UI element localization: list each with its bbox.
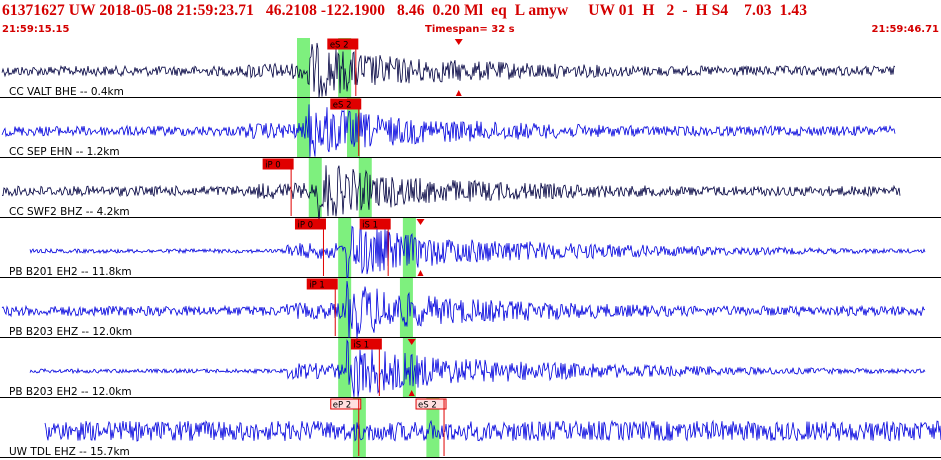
channel-label: CC SEP EHN -- 1.2km	[9, 146, 120, 158]
pick-flag[interactable]	[306, 278, 338, 290]
channel-label: CC SWF2 BHZ -- 4.2km	[9, 206, 130, 218]
pick-label: eS 2	[418, 401, 437, 411]
waveform-trace	[29, 338, 926, 397]
seismogram-panel[interactable]: eS 2 CC VALT BHE -- 0.4km eS 2 CC SEP EHN -…	[0, 38, 941, 460]
channel-panel[interactable]: iP 1 PB B203 EHZ -- 12.0km	[0, 278, 941, 341]
arrival-marker-top	[454, 39, 463, 45]
waveform-trace	[44, 419, 941, 442]
waveform-trace	[1, 42, 896, 98]
pick-flag[interactable]	[327, 38, 359, 50]
channel-label: PB B203 EH2 -- 12.0km	[9, 386, 132, 398]
channel-panel[interactable]: eS 2 CC VALT BHE -- 0.4km	[0, 38, 941, 98]
pick-flag[interactable]	[359, 218, 391, 230]
channel-label: UW TDL EHZ -- 15.7km	[9, 446, 130, 458]
channel-panel[interactable]: eS 2 CC SEP EHN -- 1.2km	[0, 98, 941, 158]
pick-label: eP 2	[333, 401, 351, 411]
pick-band	[399, 278, 413, 337]
arrival-marker-top	[407, 339, 416, 345]
pick-label: iS 1	[353, 341, 369, 351]
pick-flag[interactable]	[330, 398, 362, 410]
pick-band	[426, 398, 440, 457]
pick-band	[297, 38, 311, 97]
event-header: 61371627 UW 2018-05-08 21:59:23.71 46.21…	[0, 0, 941, 35]
arrival-marker-bottom	[417, 270, 424, 276]
channel-label: PB B203 EHZ -- 12.0km	[9, 326, 132, 338]
channel-panel[interactable]: iS 1 PB B203 EH2 -- 12.0km	[0, 338, 941, 398]
pick-label: eS 2	[333, 101, 352, 111]
pick-flag[interactable]	[330, 98, 362, 110]
pick-label: iP 0	[297, 221, 313, 231]
pick-label: iP 1	[309, 281, 325, 291]
pick-label: iP 0	[265, 161, 281, 171]
arrival-marker-bottom	[455, 90, 462, 96]
pick-band	[338, 338, 352, 397]
channel-label: CC VALT BHE -- 0.4km	[9, 86, 124, 98]
pick-band	[308, 158, 322, 217]
end-time: 21:59:46.71	[871, 24, 939, 35]
pick-flag[interactable]	[350, 338, 382, 350]
start-time: 21:59:15.15	[2, 24, 70, 35]
channel-panel[interactable]: eP 2 eS 2 UW TDL EHZ -- 15.7km	[0, 398, 941, 458]
waveform-trace	[29, 224, 926, 280]
channel-panel[interactable]: iP 0 iS 1 PB B201 EH2 -- 11.8km	[0, 218, 941, 280]
waveform-trace	[1, 165, 901, 222]
channel-panel[interactable]: iP 0 CC SWF2 BHZ -- 4.2km	[0, 158, 941, 222]
pick-band	[338, 38, 352, 97]
waveform-trace	[1, 280, 926, 341]
arrival-marker-bottom	[408, 390, 415, 396]
pick-band	[402, 218, 416, 277]
pick-flag[interactable]	[415, 398, 447, 410]
pick-flag[interactable]	[262, 158, 294, 170]
arrival-marker-top	[416, 219, 425, 225]
channel-label: PB B201 EH2 -- 11.8km	[9, 266, 132, 278]
pick-label: iS 1	[362, 221, 378, 231]
waveform-trace	[1, 104, 896, 157]
pick-flag[interactable]	[294, 218, 326, 230]
timespan: Timespan= 32 s	[425, 24, 515, 35]
event-title: 61371627 UW 2018-05-08 21:59:23.71 46.21…	[2, 2, 808, 19]
pick-label: eS 2	[330, 41, 349, 51]
